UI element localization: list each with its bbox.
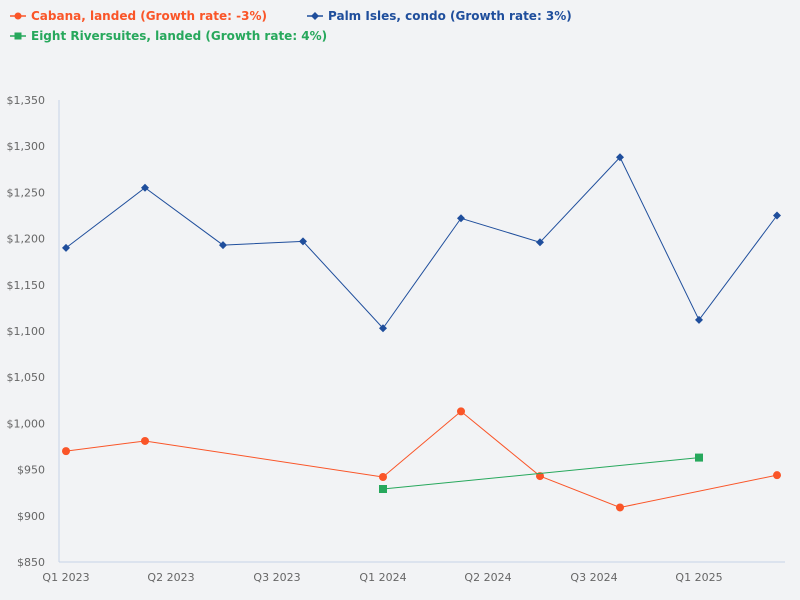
data-point[interactable]: [219, 241, 227, 250]
data-point[interactable]: [457, 407, 465, 416]
x-tick-label: Q2 2023: [147, 571, 194, 584]
data-point[interactable]: [379, 472, 387, 481]
data-point[interactable]: [141, 436, 149, 445]
circle-marker-icon: [10, 12, 26, 20]
data-point[interactable]: [62, 447, 70, 456]
y-tick-label: $950: [17, 464, 45, 477]
y-tick-label: $1,350: [7, 94, 46, 107]
data-point[interactable]: [616, 153, 624, 162]
y-tick-label: $1,050: [7, 371, 46, 384]
square-marker-icon: [10, 32, 26, 40]
x-tick-label: Q3 2024: [570, 571, 617, 584]
legend-item[interactable]: Palm Isles, condo (Growth rate: 3%): [307, 9, 572, 23]
data-point[interactable]: [457, 214, 465, 223]
y-tick-label: $1,300: [7, 140, 46, 153]
data-point[interactable]: [695, 315, 703, 324]
legend-label: Eight Riversuites, landed (Growth rate: …: [31, 29, 328, 43]
y-tick-label: $900: [17, 510, 45, 523]
chart-legend: Cabana, landed (Growth rate: -3%) Palm Is…: [0, 0, 800, 50]
data-point[interactable]: [299, 237, 307, 246]
legend-item[interactable]: Eight Riversuites, landed (Growth rate: …: [10, 29, 327, 43]
data-point[interactable]: [536, 238, 544, 247]
y-tick-label: $1,000: [7, 417, 46, 430]
x-tick-label: Q3 2023: [253, 571, 300, 584]
diamond-marker-icon: [307, 12, 323, 20]
data-point[interactable]: [141, 183, 149, 192]
data-point[interactable]: [62, 243, 70, 252]
x-tick-label: Q2 2024: [464, 571, 511, 584]
series-diamond: [62, 153, 781, 333]
y-tick-label: $1,100: [7, 325, 46, 338]
y-tick-label: $1,250: [7, 186, 46, 199]
x-tick-label: Q1 2025: [675, 571, 722, 584]
data-point[interactable]: [616, 503, 624, 512]
y-tick-label: $1,200: [7, 233, 46, 246]
data-point[interactable]: [773, 471, 781, 480]
legend-label: Cabana, landed (Growth rate: -3%): [31, 9, 267, 23]
data-point[interactable]: [773, 211, 781, 220]
data-point[interactable]: [379, 485, 387, 494]
y-tick-label: $1,150: [7, 279, 46, 292]
x-tick-label: Q1 2023: [42, 571, 89, 584]
data-point[interactable]: [695, 453, 703, 462]
series-circle: [62, 407, 781, 512]
legend-label: Palm Isles, condo (Growth rate: 3%): [328, 9, 572, 23]
y-tick-label: $850: [17, 556, 45, 569]
series-square: [379, 453, 703, 494]
x-tick-label: Q1 2024: [359, 571, 406, 584]
legend-item[interactable]: Cabana, landed (Growth rate: -3%): [10, 9, 267, 23]
data-point[interactable]: [379, 324, 387, 333]
